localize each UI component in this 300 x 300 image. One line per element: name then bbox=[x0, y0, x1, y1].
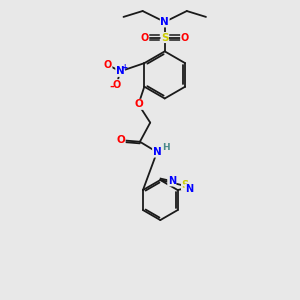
Text: O: O bbox=[181, 32, 189, 43]
Text: S: S bbox=[182, 180, 189, 190]
Text: N: N bbox=[116, 66, 124, 76]
Text: N: N bbox=[168, 176, 176, 186]
Text: N: N bbox=[185, 184, 193, 194]
Text: S: S bbox=[161, 32, 169, 43]
Text: -: - bbox=[109, 82, 114, 92]
Text: O: O bbox=[112, 80, 121, 90]
Text: O: O bbox=[134, 99, 143, 110]
Text: H: H bbox=[162, 143, 169, 152]
Text: N: N bbox=[153, 147, 161, 157]
Text: O: O bbox=[141, 32, 149, 43]
Text: O: O bbox=[116, 135, 125, 145]
Text: N: N bbox=[160, 17, 169, 27]
Text: O: O bbox=[104, 60, 112, 70]
Text: +: + bbox=[121, 63, 127, 72]
